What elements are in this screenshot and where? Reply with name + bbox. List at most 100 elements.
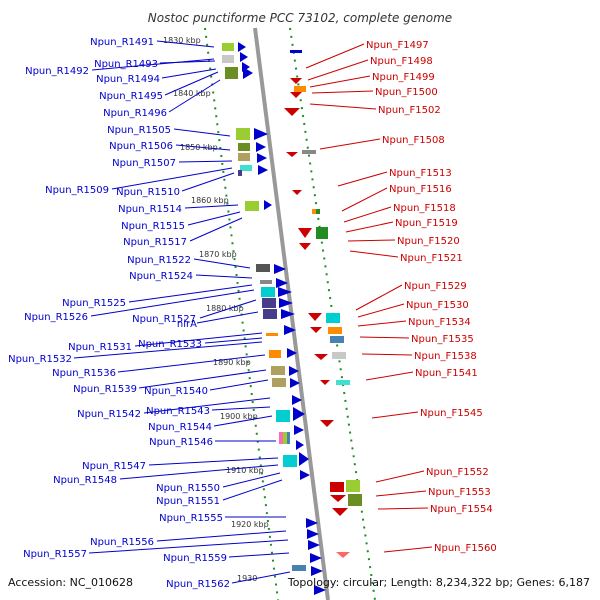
gene-arrow[interactable] bbox=[257, 153, 267, 163]
gene-block[interactable] bbox=[283, 432, 287, 444]
gene-label[interactable]: Npun_R1548 bbox=[53, 475, 117, 486]
gene-arrow[interactable] bbox=[240, 52, 248, 62]
gene-arrow[interactable] bbox=[279, 298, 293, 308]
gene-block[interactable] bbox=[222, 55, 234, 63]
gene-arrow[interactable] bbox=[308, 540, 320, 550]
gene-arrow[interactable] bbox=[332, 508, 348, 516]
gene-arrow[interactable] bbox=[294, 425, 304, 435]
gene-arrow[interactable] bbox=[292, 395, 302, 405]
gene-block[interactable] bbox=[245, 201, 259, 211]
gene-label[interactable]: Npun_R1533 bbox=[138, 339, 202, 350]
gene-arrow[interactable] bbox=[289, 366, 299, 376]
gene-block[interactable] bbox=[336, 380, 350, 385]
gene-block[interactable] bbox=[290, 50, 302, 53]
gene-block[interactable] bbox=[287, 432, 290, 444]
gene-arrow[interactable] bbox=[238, 42, 246, 52]
gene-label[interactable]: Npun_R1550 bbox=[156, 483, 220, 494]
gene-label[interactable]: Npun_R1525 bbox=[62, 298, 126, 309]
gene-block[interactable] bbox=[261, 287, 275, 297]
gene-arrow[interactable] bbox=[293, 407, 305, 421]
gene-label[interactable]: Npun_F1499 bbox=[372, 72, 435, 83]
gene-label-nira[interactable]: nirA bbox=[177, 319, 197, 330]
gene-arrow[interactable] bbox=[311, 566, 323, 576]
gene-label[interactable]: Npun_R1495 bbox=[99, 91, 163, 102]
gene-arrow[interactable] bbox=[274, 264, 286, 274]
gene-arrow[interactable] bbox=[276, 278, 288, 288]
gene-label[interactable]: Npun_R1557 bbox=[23, 549, 87, 560]
gene-label[interactable]: Npun_R1562 bbox=[166, 579, 230, 590]
gene-label[interactable]: Npun_F1545 bbox=[420, 408, 483, 419]
gene-arrow[interactable] bbox=[296, 440, 304, 450]
gene-arrow[interactable] bbox=[284, 325, 296, 335]
gene-arrow[interactable] bbox=[320, 380, 330, 385]
gene-block[interactable] bbox=[271, 366, 285, 375]
gene-block[interactable] bbox=[312, 209, 316, 214]
gene-label[interactable]: Npun_F1535 bbox=[411, 334, 474, 345]
gene-block[interactable] bbox=[266, 333, 278, 336]
gene-label[interactable]: Npun_F1498 bbox=[370, 56, 433, 67]
gene-label[interactable]: Npun_F1513 bbox=[389, 168, 452, 179]
gene-block[interactable] bbox=[283, 455, 297, 467]
gene-arrow[interactable] bbox=[320, 420, 334, 427]
gene-label[interactable]: Npun_R1506 bbox=[109, 141, 173, 152]
gene-arrow[interactable] bbox=[307, 529, 319, 539]
gene-block[interactable] bbox=[263, 309, 277, 319]
gene-label[interactable]: Npun_R1505 bbox=[107, 125, 171, 136]
gene-block[interactable] bbox=[316, 209, 320, 214]
gene-block[interactable] bbox=[316, 227, 328, 239]
gene-label[interactable]: Npun_R1507 bbox=[112, 158, 176, 169]
gene-arrow[interactable] bbox=[306, 518, 318, 528]
gene-label[interactable]: Npun_R1524 bbox=[129, 271, 193, 282]
gene-block[interactable] bbox=[256, 264, 270, 272]
gene-block[interactable] bbox=[269, 350, 281, 358]
gene-label[interactable]: Npun_F1552 bbox=[426, 467, 489, 478]
gene-block[interactable] bbox=[262, 298, 276, 308]
gene-block[interactable] bbox=[238, 170, 242, 176]
gene-label[interactable]: Npun_R1517 bbox=[123, 237, 187, 248]
gene-label[interactable]: Npun_R1492 bbox=[25, 66, 89, 77]
gene-arrow[interactable] bbox=[290, 92, 302, 98]
gene-block[interactable] bbox=[348, 494, 362, 506]
gene-block[interactable] bbox=[330, 482, 344, 492]
gene-arrow[interactable] bbox=[314, 585, 326, 595]
gene-label[interactable]: Npun_F1519 bbox=[395, 218, 458, 229]
gene-arrow[interactable] bbox=[290, 378, 300, 388]
gene-arrow[interactable] bbox=[310, 553, 322, 563]
gene-label[interactable]: Npun_R1493 bbox=[94, 59, 158, 70]
gene-arrow[interactable] bbox=[299, 243, 311, 250]
gene-block[interactable] bbox=[326, 313, 340, 323]
gene-label[interactable]: Npun_R1543 bbox=[146, 406, 210, 417]
gene-arrow[interactable] bbox=[243, 67, 253, 79]
gene-label[interactable]: Npun_F1553 bbox=[428, 487, 491, 498]
gene-label[interactable]: Npun_R1546 bbox=[149, 437, 213, 448]
gene-label[interactable]: Npun_R1531 bbox=[68, 342, 132, 353]
gene-label[interactable]: Npun_R1496 bbox=[103, 108, 167, 119]
gene-label[interactable]: Npun_F1521 bbox=[400, 253, 463, 264]
gene-label[interactable]: Npun_F1508 bbox=[382, 135, 445, 146]
gene-label[interactable]: Npun_R1522 bbox=[127, 255, 191, 266]
gene-block[interactable] bbox=[238, 143, 250, 151]
gene-block[interactable] bbox=[260, 280, 272, 284]
gene-label[interactable]: Npun_R1515 bbox=[121, 221, 185, 232]
gene-label[interactable]: Npun_F1500 bbox=[375, 87, 438, 98]
gene-label[interactable]: Npun_F1541 bbox=[415, 368, 478, 379]
gene-label[interactable]: Npun_F1560 bbox=[434, 543, 497, 554]
gene-label[interactable]: Npun_R1532 bbox=[8, 354, 72, 365]
gene-arrow[interactable] bbox=[292, 190, 302, 195]
gene-block[interactable] bbox=[222, 43, 234, 51]
gene-block[interactable] bbox=[302, 150, 316, 154]
gene-arrow[interactable] bbox=[298, 228, 312, 238]
gene-label[interactable]: Npun_R1539 bbox=[73, 384, 137, 395]
gene-block[interactable] bbox=[276, 410, 290, 422]
gene-arrow[interactable] bbox=[290, 78, 302, 84]
gene-block[interactable] bbox=[346, 480, 360, 492]
gene-arrow[interactable] bbox=[278, 287, 292, 297]
gene-arrow[interactable] bbox=[258, 165, 268, 175]
gene-label[interactable]: Npun_F1497 bbox=[366, 40, 429, 51]
gene-block[interactable] bbox=[332, 352, 346, 359]
gene-label[interactable]: Npun_R1491 bbox=[90, 37, 154, 48]
gene-block[interactable] bbox=[279, 432, 283, 444]
gene-label[interactable]: Npun_R1509 bbox=[45, 185, 109, 196]
gene-label[interactable]: Npun_F1502 bbox=[378, 105, 441, 116]
gene-label[interactable]: Npun_F1530 bbox=[406, 300, 469, 311]
